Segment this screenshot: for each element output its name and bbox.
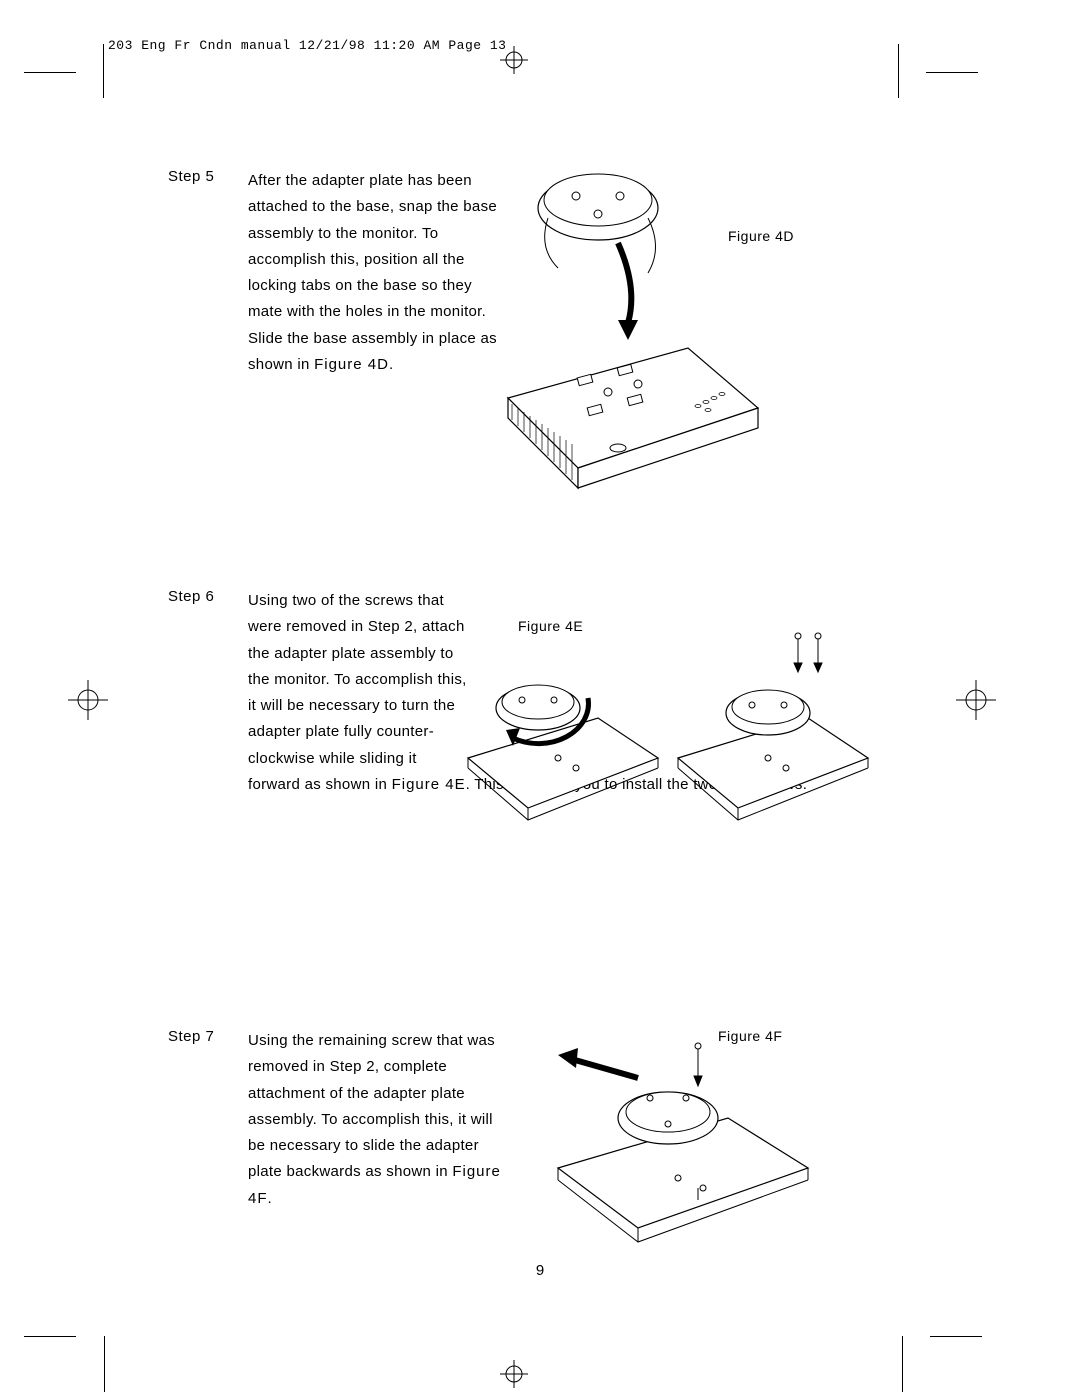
crop-mark-bottom-right-v	[902, 1336, 903, 1392]
crop-mark-top-left-v	[103, 44, 104, 98]
step-5-post: .	[389, 356, 393, 373]
figure-4d	[488, 148, 768, 498]
step-7: Step 7 Using the remaining screw that wa…	[168, 1028, 888, 1288]
crop-mark-bottom-left	[24, 1336, 76, 1337]
figure-4e	[458, 608, 878, 848]
crop-mark-top-right-h	[926, 72, 978, 73]
step-5: Step 5 After the adapter plate has been …	[168, 168, 888, 508]
print-header: 203 Eng Fr Cndn manual 12/21/98 11:20 AM…	[108, 38, 506, 53]
crop-mark-bottom-center	[500, 1360, 528, 1388]
step-7-body: Using the remaining screw that was remov…	[248, 1032, 495, 1180]
crop-mark-bottom-right	[930, 1336, 982, 1337]
step-6: Step 6 Using two of the screws that were…	[168, 588, 888, 948]
crop-mark-top-right	[898, 44, 959, 98]
step-6-body-cont: forward as shown in	[248, 776, 392, 793]
step-7-post: .	[268, 1190, 272, 1207]
step-6-figref: Figure 4E	[392, 776, 466, 793]
registration-mark-left	[68, 680, 108, 720]
step-5-label: Step 5	[168, 168, 248, 508]
registration-mark-right	[956, 680, 996, 720]
figure-4f	[528, 1028, 828, 1258]
step-7-label: Step 7	[168, 1028, 248, 1288]
step-5-body: After the adapter plate has been attache…	[248, 172, 497, 373]
crop-mark-top-center	[500, 46, 528, 74]
step-6-label: Step 6	[168, 588, 248, 948]
page-number: 9	[0, 1262, 1080, 1279]
crop-mark-top-left	[24, 72, 76, 73]
step-5-figref: Figure 4D	[314, 356, 389, 373]
page-content: Step 5 After the adapter plate has been …	[168, 168, 888, 1288]
crop-mark-bottom-left-v	[104, 1336, 105, 1392]
